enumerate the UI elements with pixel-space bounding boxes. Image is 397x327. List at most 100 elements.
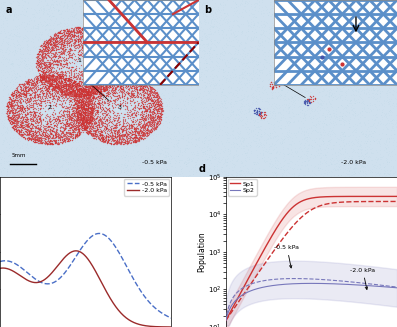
- Point: [368, 85, 374, 90]
- Point: [21, 88, 27, 93]
- Point: [27, 124, 34, 129]
- Point: [374, 158, 380, 163]
- Point: [91, 123, 98, 128]
- Point: [364, 137, 371, 142]
- Point: [89, 99, 96, 104]
- Point: [152, 56, 158, 61]
- Point: [119, 129, 125, 134]
- Point: [130, 74, 137, 79]
- Point: [286, 52, 292, 58]
- Point: [43, 117, 49, 122]
- Point: [8, 98, 14, 103]
- Point: [359, 88, 366, 93]
- Point: [384, 121, 390, 126]
- Point: [382, 18, 388, 23]
- Point: [19, 160, 25, 165]
- Point: [92, 67, 98, 72]
- Point: [286, 109, 293, 114]
- Point: [388, 50, 394, 55]
- Point: [82, 102, 89, 107]
- Point: [210, 106, 217, 112]
- Point: [69, 0, 75, 3]
- Point: [236, 112, 243, 118]
- Point: [65, 77, 71, 82]
- Point: [370, 56, 376, 61]
- Point: [16, 106, 22, 111]
- Point: [77, 108, 83, 113]
- Point: [90, 59, 96, 64]
- Point: [118, 75, 124, 80]
- Point: [11, 114, 17, 119]
- Point: [118, 94, 125, 99]
- Point: [374, 13, 380, 18]
- Point: [280, 93, 287, 98]
- Point: [65, 18, 71, 23]
- Point: [96, 131, 103, 137]
- Point: [246, 23, 252, 28]
- Point: [181, 65, 187, 71]
- Point: [258, 89, 265, 95]
- Point: [388, 119, 395, 124]
- Point: [105, 140, 112, 145]
- Point: [141, 93, 147, 98]
- Point: [360, 161, 366, 166]
- Point: [94, 109, 100, 114]
- Point: [98, 44, 104, 49]
- Point: [380, 45, 387, 50]
- Point: [43, 77, 49, 82]
- Point: [263, 146, 269, 152]
- Point: [69, 77, 75, 83]
- Point: [62, 72, 68, 77]
- Point: [80, 95, 86, 100]
- Point: [142, 86, 148, 92]
- Point: [141, 129, 147, 134]
- Point: [40, 41, 46, 46]
- Point: [50, 37, 56, 42]
- Point: [100, 93, 106, 98]
- Point: [142, 114, 148, 119]
- Point: [286, 120, 292, 126]
- Point: [220, 16, 227, 21]
- Point: [26, 124, 33, 129]
- Point: [97, 91, 103, 96]
- Point: [350, 64, 356, 69]
- Point: [93, 137, 100, 142]
- Point: [102, 85, 109, 90]
- Point: [59, 89, 66, 95]
- Point: [62, 26, 69, 31]
- Point: [208, 152, 214, 157]
- Point: [131, 24, 138, 29]
- Point: [47, 60, 54, 65]
- Point: [122, 140, 128, 146]
- Point: [376, 93, 383, 98]
- Point: [94, 69, 100, 75]
- Point: [203, 93, 210, 98]
- Point: [28, 133, 35, 138]
- Point: [233, 74, 239, 79]
- Point: [74, 90, 80, 95]
- Point: [279, 1, 286, 6]
- Point: [4, 56, 10, 61]
- Point: [312, 95, 318, 101]
- Point: [93, 83, 99, 88]
- Point: [115, 16, 121, 21]
- Point: [27, 126, 34, 131]
- Point: [75, 98, 81, 103]
- Point: [57, 28, 64, 33]
- Point: [151, 41, 157, 46]
- Point: [42, 76, 48, 81]
- Point: [83, 125, 89, 130]
- Point: [205, 114, 211, 119]
- Point: [133, 132, 139, 137]
- Point: [37, 129, 44, 134]
- Point: [108, 137, 114, 143]
- Point: [96, 76, 102, 81]
- Point: [89, 100, 96, 106]
- Point: [138, 28, 144, 34]
- Point: [6, 111, 13, 116]
- Point: [87, 92, 93, 97]
- Point: [79, 73, 85, 78]
- Point: [339, 11, 346, 16]
- Point: [49, 89, 55, 94]
- Point: [316, 143, 323, 148]
